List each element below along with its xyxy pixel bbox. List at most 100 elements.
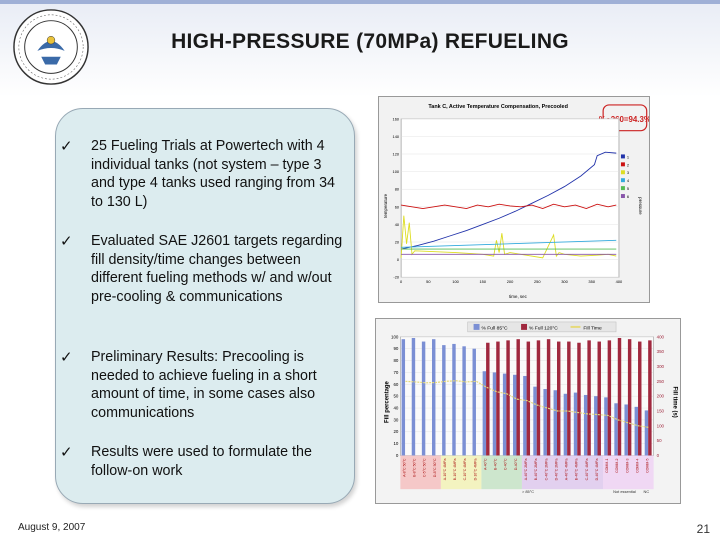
chart2-bar-full120 <box>546 339 551 456</box>
chart2-filltime-line <box>405 380 649 428</box>
chart2-bar-full85 <box>573 392 578 456</box>
chart1-x-tick: 200 <box>507 279 514 284</box>
chart2-y-tick: 30 <box>393 417 398 422</box>
chart2-category-label: COMM-1 <box>605 458 609 472</box>
bullet-panel: ✓ 25 Fueling Trials at Powertech with 4 … <box>55 108 355 504</box>
checkmark-icon: ✓ <box>60 348 73 366</box>
checkmark-icon: ✓ <box>60 443 73 461</box>
chart2-y-tick: 40 <box>393 406 398 411</box>
chart2-bar-full85 <box>594 396 598 456</box>
chart2-y-tick: 80 <box>393 358 398 363</box>
chart2-bar-full85 <box>411 337 416 456</box>
doe-seal-logo <box>13 9 89 85</box>
chart2-bar-full85 <box>604 397 608 456</box>
chart2-category-label: B-10°C 4MPa <box>453 458 457 480</box>
checkmark-icon: ✓ <box>60 232 73 250</box>
chart2-y-tick: 10 <box>393 441 398 446</box>
chart2-category-band <box>440 455 482 490</box>
bullet-text: Evaluated SAE J2601 targets regarding fi… <box>91 233 343 305</box>
legend-swatch-full120 <box>521 323 528 330</box>
chart2-category-band <box>400 455 441 490</box>
chart1-title: Tank C, Active Temperature Compensation,… <box>428 104 568 110</box>
chart1-x-tick: 400 <box>616 279 623 284</box>
chart2-bar-full85 <box>452 343 456 456</box>
chart2-ylabel: Fill percentage <box>385 380 391 423</box>
chart2-group-label: Not essential <box>613 489 636 494</box>
chart1-y-tick: 0 <box>397 257 400 262</box>
chart1-legend-label: 1 <box>627 154 629 159</box>
chart2-y-tick: 100 <box>391 334 399 339</box>
chart1-ylabel: temperature <box>383 193 388 217</box>
chart1-legend: 1 2 3 4 5 6 <box>620 154 630 199</box>
chart2-y2-tick: 350 <box>657 349 665 354</box>
line-chart: Tank C, Active Temperature Compensation,… <box>378 96 650 303</box>
chart2-category-band <box>602 455 654 490</box>
chart1-legend-label: 6 <box>627 194 630 199</box>
legend-label: Fill Time <box>583 325 602 331</box>
chart1-legend-swatch <box>620 194 625 199</box>
chart1-x-tick: 250 <box>534 279 541 284</box>
chart1-legend-label: 2 <box>627 162 629 167</box>
chart2-bar-full85 <box>624 404 628 456</box>
chart2-category-label: C-40°C 4MPa <box>585 458 589 480</box>
chart1-annotation: %●260=94.3% <box>599 115 650 124</box>
chart2-category-label: A-40°C 4MPa <box>565 458 569 480</box>
chart1-legend-swatch <box>620 170 625 175</box>
bar-chart: % Full 85°C % Full 120°C Fill Time 0 10 20… <box>375 318 681 504</box>
chart1-x-tick: 300 <box>561 279 568 284</box>
chart2-bar-full120 <box>648 340 652 456</box>
chart2-bar-full85 <box>563 393 568 456</box>
chart2-bar-full85 <box>523 375 527 456</box>
chart2-bar-full85 <box>472 348 476 456</box>
chart1-x-tick: 50 <box>426 279 431 284</box>
chart2-y-tick: 70 <box>393 370 398 375</box>
slide-title: HIGH-PRESSURE (70MPa) REFUELING <box>171 30 569 53</box>
chart2-y2-tick: 0 <box>657 453 660 458</box>
chart1-x-tick: 0 <box>400 279 403 284</box>
legend-swatch-filltime <box>570 325 581 328</box>
chart2-bar-full85 <box>482 371 487 456</box>
chart2-y-tick: 60 <box>393 382 398 387</box>
chart2-bar-full85 <box>421 341 426 456</box>
chart1-legend-swatch <box>620 178 625 183</box>
chart2-y2-tick: 400 <box>657 334 665 339</box>
chart2-bar-full120 <box>567 341 571 456</box>
chart2-bar-full85 <box>553 390 557 456</box>
chart2-bar-full85 <box>644 410 649 456</box>
chart1-legend-label: 5 <box>627 186 630 191</box>
legend-label: % Full 120°C <box>529 325 558 331</box>
chart1-legend-swatch <box>620 154 625 159</box>
chart1-x-tick: 350 <box>588 279 595 284</box>
chart1-legend-swatch <box>620 162 625 167</box>
chart2-plot: 0 10 20 30 40 50 60 70 80 90 100 0 50 100 150 200 250 300… <box>391 334 665 494</box>
chart2-bar-full85 <box>583 394 588 456</box>
chart2-bar-full85 <box>502 373 507 456</box>
chart2-category-label: D-8°C 50°C <box>433 458 437 477</box>
chart2-bar-full120 <box>607 340 612 456</box>
chart2-bar-full85 <box>513 374 517 456</box>
chart2-bar-full120 <box>516 339 520 456</box>
chart2-y2-tick: 200 <box>657 394 665 399</box>
top-rule <box>0 0 720 4</box>
chart1-legend-label: 4 <box>627 178 630 183</box>
chart2-bar-full85 <box>614 403 618 456</box>
chart1-annotation-frame <box>602 104 648 132</box>
chart1-series-line <box>401 151 617 250</box>
chart2-category-label: A-10°C 4MPa <box>443 458 447 480</box>
chart2-bar-full85 <box>634 406 639 456</box>
chart2-category-band <box>521 455 603 490</box>
chart2-y2-tick: 150 <box>657 408 665 413</box>
chart2-bar-full120 <box>526 341 531 456</box>
bullet-text: 25 Fueling Trials at Powertech with 4 in… <box>91 138 335 210</box>
chart2-category-label: COMM-5 <box>646 458 650 472</box>
chart1-y-tick: 120 <box>393 151 400 156</box>
chart2-bar-full120 <box>486 342 490 456</box>
chart1-series-line <box>400 215 617 259</box>
chart2-y-tick: 90 <box>393 346 398 351</box>
chart2-bar-full120 <box>496 341 500 456</box>
chart2-bar-full85 <box>462 346 466 456</box>
chart1-y-tick: 60 <box>395 204 400 209</box>
chart2-bar-full120 <box>577 342 581 456</box>
chart1-legend-swatch <box>620 186 625 191</box>
bullet-text: Results were used to formulate the follo… <box>91 444 312 479</box>
